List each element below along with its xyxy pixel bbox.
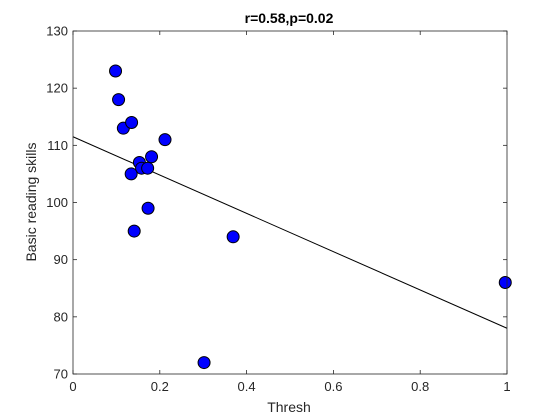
y-tick-label: 100 bbox=[46, 195, 68, 210]
data-point bbox=[124, 167, 138, 181]
x-tick-label: 0.2 bbox=[151, 379, 169, 394]
data-point bbox=[158, 133, 172, 147]
y-tick-label: 80 bbox=[54, 309, 68, 324]
y-tick-label: 90 bbox=[54, 252, 68, 267]
data-point bbox=[109, 64, 123, 78]
chart-title: r=0.58,p=0.02 bbox=[245, 10, 334, 26]
data-point bbox=[127, 224, 141, 238]
data-point bbox=[141, 201, 155, 215]
x-tick-label: 0 bbox=[69, 379, 76, 394]
data-point bbox=[112, 93, 126, 107]
axes-box bbox=[72, 30, 508, 375]
x-tick-label: 0.4 bbox=[238, 379, 256, 394]
x-tick-label: 0.6 bbox=[324, 379, 342, 394]
data-point bbox=[125, 115, 139, 129]
x-axis-label: Thresh bbox=[267, 399, 311, 415]
y-tick-label: 70 bbox=[54, 367, 68, 382]
plot-area bbox=[72, 64, 512, 370]
y-tick-label: 110 bbox=[47, 138, 68, 153]
x-tick-label: 0.8 bbox=[411, 379, 429, 394]
y-tick-label: 130 bbox=[46, 24, 68, 39]
data-point bbox=[197, 356, 211, 370]
data-point bbox=[145, 150, 159, 164]
x-tick-label: 1 bbox=[503, 379, 510, 394]
y-tick-label: 120 bbox=[46, 81, 68, 96]
data-point bbox=[498, 276, 512, 290]
y-axis-label: Basic reading skills bbox=[23, 142, 39, 261]
data-point bbox=[141, 161, 155, 175]
axes: 0 0.2 0.4 0.6 0.8 1 70 80 90 100 110 120 130 bbox=[46, 24, 510, 395]
data-point bbox=[226, 230, 240, 244]
